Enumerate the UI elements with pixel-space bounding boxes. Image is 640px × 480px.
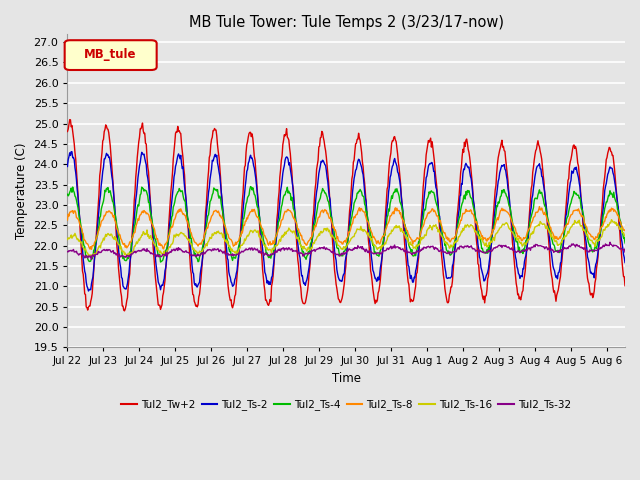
Text: MB_tule: MB_tule — [84, 48, 136, 61]
Tul2_Ts-4 — [157, 259, 164, 265]
Tul2_Tw+2 — [621, 283, 629, 288]
Tul2_Tw+2 — [121, 308, 129, 314]
Tul2_Ts-8 — [323, 211, 331, 216]
Tul2_Ts-4 — [324, 198, 332, 204]
Line: Tul2_Tw+2: Tul2_Tw+2 — [67, 120, 625, 311]
Legend: Tul2_Tw+2, Tul2_Ts-2, Tul2_Ts-4, Tul2_Ts-8, Tul2_Ts-16, Tul2_Ts-32: Tul2_Tw+2, Tul2_Ts-2, Tul2_Ts-4, Tul2_Ts… — [117, 395, 575, 414]
Tul2_Ts-4 — [479, 246, 486, 252]
Tul2_Ts-16 — [323, 225, 331, 231]
Tul2_Ts-8 — [478, 234, 486, 240]
Tul2_Ts-32 — [302, 251, 310, 256]
Tul2_Ts-4 — [63, 192, 71, 197]
Tul2_Tw+2 — [324, 170, 332, 176]
Tul2_Ts-32 — [465, 243, 472, 249]
Tul2_Ts-32 — [66, 248, 74, 254]
Tul2_Ts-16 — [621, 233, 629, 239]
Line: Tul2_Ts-2: Tul2_Ts-2 — [67, 152, 625, 291]
Tul2_Tw+2 — [63, 129, 71, 134]
Tul2_Ts-16 — [465, 223, 472, 228]
Tul2_Ts-4 — [303, 253, 310, 259]
Tul2_Ts-8 — [465, 208, 472, 214]
Tul2_Ts-16 — [302, 246, 310, 252]
Tul2_Ts-32 — [621, 249, 629, 255]
Tul2_Ts-2 — [479, 270, 486, 276]
Tul2_Tw+2 — [479, 293, 486, 299]
Tul2_Ts-16 — [63, 237, 71, 242]
Tul2_Ts-2 — [84, 288, 92, 294]
Tul2_Ts-2 — [143, 171, 151, 177]
Tul2_Ts-8 — [66, 209, 74, 215]
Tul2_Tw+2 — [303, 292, 310, 298]
Tul2_Ts-2 — [66, 150, 74, 156]
Tul2_Ts-32 — [323, 246, 331, 252]
Tul2_Ts-4 — [621, 240, 629, 246]
Y-axis label: Temperature (C): Temperature (C) — [15, 143, 28, 239]
Tul2_Ts-8 — [88, 246, 95, 252]
Title: MB Tule Tower: Tule Temps 2 (3/23/17-now): MB Tule Tower: Tule Temps 2 (3/23/17-now… — [189, 15, 504, 30]
Tul2_Ts-4 — [465, 188, 473, 193]
Line: Tul2_Ts-32: Tul2_Ts-32 — [67, 242, 625, 259]
Tul2_Ts-32 — [606, 240, 614, 245]
Tul2_Ts-32 — [88, 256, 95, 262]
X-axis label: Time: Time — [332, 372, 361, 385]
Tul2_Ts-16 — [143, 231, 150, 237]
Tul2_Ts-2 — [67, 149, 75, 155]
Tul2_Ts-8 — [63, 217, 71, 223]
Tul2_Ts-32 — [143, 249, 150, 254]
Tul2_Tw+2 — [143, 154, 151, 160]
Tul2_Ts-2 — [465, 164, 473, 170]
Tul2_Ts-16 — [88, 254, 95, 260]
Tul2_Ts-16 — [607, 217, 615, 223]
Tul2_Tw+2 — [465, 149, 473, 155]
Tul2_Ts-8 — [143, 211, 150, 216]
Line: Tul2_Ts-8: Tul2_Ts-8 — [67, 206, 625, 249]
Tul2_Ts-4 — [141, 188, 149, 193]
Tul2_Ts-32 — [63, 249, 71, 255]
Tul2_Tw+2 — [67, 117, 74, 123]
Line: Tul2_Ts-4: Tul2_Ts-4 — [67, 187, 625, 262]
Tul2_Ts-4 — [246, 184, 254, 190]
Tul2_Ts-2 — [63, 164, 71, 169]
Tul2_Ts-2 — [621, 260, 629, 265]
FancyBboxPatch shape — [65, 40, 157, 70]
Line: Tul2_Ts-16: Tul2_Ts-16 — [67, 220, 625, 257]
Tul2_Ts-32 — [478, 249, 486, 254]
Tul2_Ts-8 — [621, 227, 629, 233]
Tul2_Ts-2 — [324, 179, 332, 185]
Tul2_Ts-2 — [303, 277, 310, 283]
Tul2_Ts-4 — [66, 190, 74, 195]
Tul2_Ts-8 — [302, 242, 310, 248]
Tul2_Ts-16 — [66, 235, 74, 241]
Tul2_Tw+2 — [66, 117, 74, 122]
Tul2_Ts-16 — [478, 237, 486, 242]
Tul2_Ts-8 — [536, 204, 543, 209]
